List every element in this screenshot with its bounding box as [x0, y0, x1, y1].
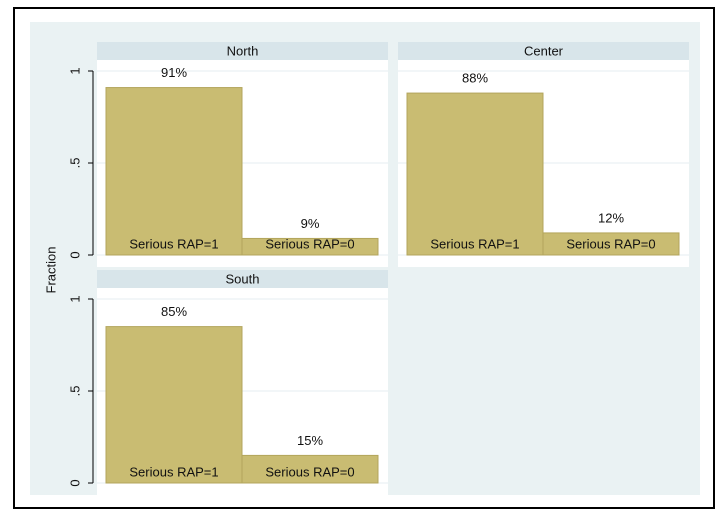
bar	[105, 87, 243, 256]
panel-title: Center	[524, 43, 564, 58]
bar	[406, 92, 544, 256]
panel-title: South	[226, 271, 260, 286]
category-label: Serious RAP=0	[265, 464, 354, 479]
y-tick-label: .5	[67, 158, 82, 169]
value-label: 15%	[297, 433, 323, 448]
y-tick-label: 0	[67, 251, 82, 258]
category-label: Serious RAP=1	[430, 236, 519, 251]
panel-header	[97, 42, 388, 60]
value-label: 12%	[598, 210, 624, 225]
y-tick-label: 0	[67, 479, 82, 486]
value-label: 88%	[462, 71, 488, 86]
category-label: Serious RAP=1	[129, 464, 218, 479]
bar	[105, 326, 243, 484]
bar	[241, 237, 379, 256]
panel-header	[398, 42, 689, 60]
panel-title: North	[227, 43, 259, 58]
category-label: Serious RAP=0	[566, 236, 655, 251]
value-label: 91%	[161, 65, 187, 80]
value-label: 9%	[301, 216, 320, 231]
y-tick-label: .5	[67, 386, 82, 397]
y-axis-label: Fraction	[43, 247, 58, 294]
y-tick-label: 1	[67, 295, 82, 302]
category-label: Serious RAP=1	[129, 236, 218, 251]
panel-header	[97, 270, 388, 288]
value-label: 85%	[161, 304, 187, 319]
y-tick-label: 1	[67, 67, 82, 74]
bar	[542, 232, 680, 256]
bar	[241, 454, 379, 484]
category-label: Serious RAP=0	[265, 236, 354, 251]
